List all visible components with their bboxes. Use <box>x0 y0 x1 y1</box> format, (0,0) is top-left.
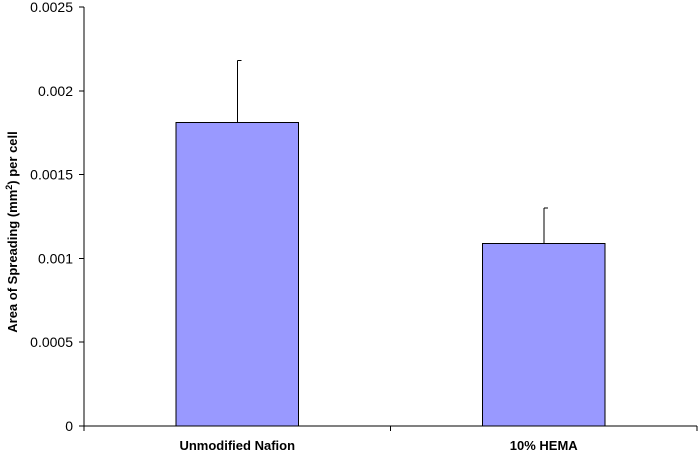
y-tick-label: 0.0005 <box>30 334 73 350</box>
bars <box>175 122 606 427</box>
x-category-label: Unmodified Nafion <box>179 438 295 453</box>
bar <box>175 122 300 427</box>
y-tick-label: 0 <box>65 418 73 434</box>
x-category-label: 10% HEMA <box>510 438 579 453</box>
y-tick-label: 0.001 <box>38 250 73 266</box>
y-axis: 0 0.0005 0.001 0.0015 0.002 0.0025 <box>30 0 85 434</box>
error-bars <box>236 60 548 244</box>
y-tick-label: 0.002 <box>38 83 73 99</box>
y-axis-title: Area of Spreading (mm2) per cell <box>4 131 20 333</box>
x-axis: Unmodified Nafion 10% HEMA <box>83 425 698 453</box>
y-tick-label: 0.0015 <box>30 167 73 183</box>
y-tick-label: 0.0025 <box>30 0 73 15</box>
bar <box>481 242 606 427</box>
